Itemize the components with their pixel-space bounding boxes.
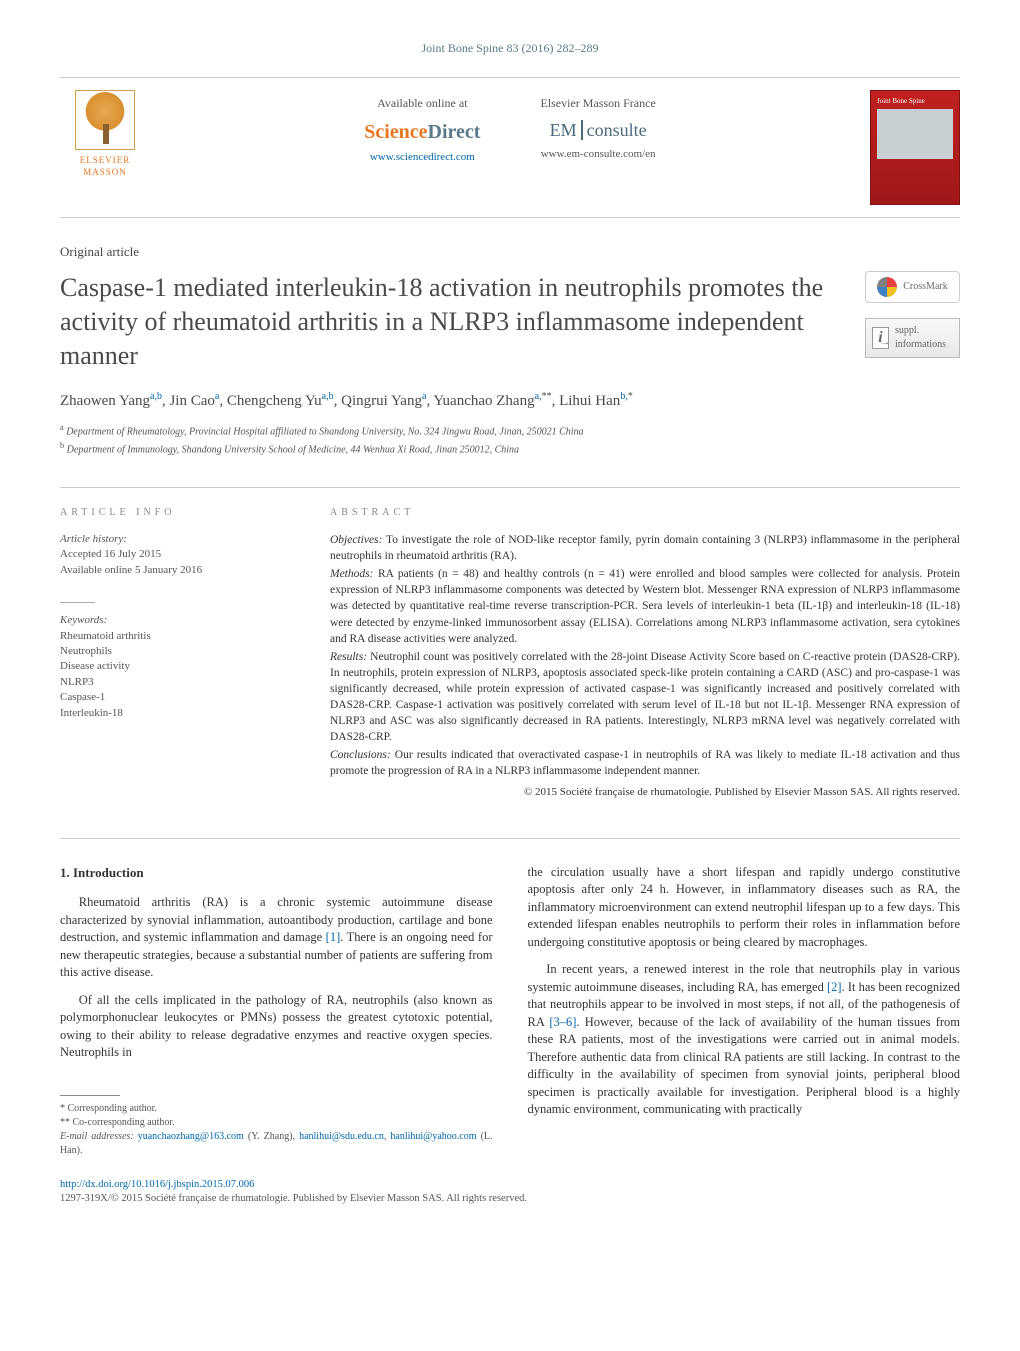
elsevier-tree-icon [75,90,135,150]
ref-link[interactable]: [2] [827,980,842,994]
body-column-left: 1. Introduction Rheumatoid arthritis (RA… [60,864,493,1158]
sd-direct: Direct [428,121,481,143]
body-paragraph: Rheumatoid arthritis (RA) is a chronic s… [60,894,493,982]
keywords-block: Keywords: Rheumatoid arthritisNeutrophil… [60,613,290,731]
body-column-right: the circulation usually have a short lif… [528,864,961,1158]
crossmark-label: CrossMark [903,280,947,294]
banner-center: Available online at ScienceDirect www.sc… [150,90,870,165]
title-row: Caspase-1 mediated interleukin-18 activa… [60,271,960,372]
journal-reference: Joint Bone Spine 83 (2016) 282–289 [60,40,960,57]
body-paragraph: In recent years, a renewed interest in t… [528,961,961,1119]
article-history-block: Article history: Accepted 16 July 2015 A… [60,532,290,588]
info-abstract-row: article info Article history: Accepted 1… [60,487,960,803]
article-info-sidebar: article info Article history: Accepted 1… [60,506,290,803]
abstract: abstract Objectives: To investigate the … [330,506,960,803]
abstract-objectives: Objectives: To investigate the role of N… [330,532,960,564]
sciencedirect-block: Available online at ScienceDirect www.sc… [364,95,480,165]
sd-science: Science [364,121,427,143]
journal-cover-thumbnail[interactable]: Joint Bone Spine [870,90,960,205]
suppl-label: suppl. informations [895,324,953,352]
co-corresponding-author-note: ** Co-corresponding author. [60,1116,493,1130]
elsevier-masson-logo: ELSEVIER MASSON [60,90,150,179]
page-footer: http://dx.doi.org/10.1016/j.jbspin.2015.… [60,1178,960,1207]
email-zhang[interactable]: yuanchaozhang@163.com [138,1131,244,1142]
sciencedirect-url[interactable]: www.sciencedirect.com [364,150,480,165]
article-title: Caspase-1 mediated interleukin-18 activa… [60,271,835,372]
info-icon: i [872,327,889,349]
authors-list: Zhaowen Yanga,b, Jin Caoa, Chengcheng Yu… [60,390,960,412]
affiliations: a Department of Rheumatology, Provincial… [60,422,960,457]
accepted-date: Accepted 16 July 2015 [60,547,290,562]
publisher-name: ELSEVIER MASSON [60,154,150,179]
em-divider [581,120,583,140]
email-han-yahoo[interactable]: hanlihui@yahoo.com [390,1131,476,1142]
footnotes: * Corresponding author. ** Co-correspond… [60,1087,493,1158]
abstract-copyright: © 2015 Société française de rhumatologie… [330,785,960,800]
issn-copyright: 1297-319X/© 2015 Société française de rh… [60,1192,960,1207]
abstract-conclusions: Conclusions: Our results indicated that … [330,747,960,779]
corresponding-author-note: * Corresponding author. [60,1102,493,1116]
sciencedirect-logo[interactable]: ScienceDirect [364,118,480,146]
history-label: Article history: [60,532,290,547]
article-info-label: article info [60,506,290,520]
abstract-results: Results: Neutrophil count was positively… [330,649,960,746]
doi-link[interactable]: http://dx.doi.org/10.1016/j.jbspin.2015.… [60,1179,254,1190]
abstract-label: abstract [330,506,960,520]
footnote-rule [60,1095,120,1096]
em-consulte-block: Elsevier Masson France EM consulte www.em… [540,95,655,165]
keyword: Neutrophils [60,644,290,659]
body-paragraph: the circulation usually have a short lif… [528,864,961,952]
email-addresses: E-mail addresses: yuanchaozhang@163.com … [60,1130,493,1158]
abstract-methods: Methods: RA patients (n = 48) and health… [330,566,960,646]
introduction-heading: 1. Introduction [60,864,493,882]
em-consulte-text: consulte [587,120,647,140]
badges-column: CrossMark i suppl. informations [865,271,960,358]
keyword: Caspase-1 [60,690,290,705]
supplementary-info-badge[interactable]: i suppl. informations [865,318,960,358]
info-divider [60,602,95,603]
em-consulte-logo[interactable]: EM consulte [540,118,655,143]
email-han-sdu[interactable]: hanlihui@sdu.edu.cn [299,1131,384,1142]
keywords-list: Rheumatoid arthritisNeutrophilsDisease a… [60,629,290,721]
keyword: NLRP3 [60,675,290,690]
available-online-label: Available online at [364,95,480,112]
cover-title: Joint Bone Spine [877,97,953,107]
crossmark-badge[interactable]: CrossMark [865,271,960,303]
keyword: Disease activity [60,659,290,674]
article-type: Original article [60,243,960,261]
em-consulte-url[interactable]: www.em-consulte.com/en [540,147,655,162]
emf-label: Elsevier Masson France [540,95,655,112]
ref-link[interactable]: [3–6] [549,1015,576,1029]
keyword: Interleukin-18 [60,706,290,721]
body-two-column: 1. Introduction Rheumatoid arthritis (RA… [60,838,960,1158]
publisher-banner: ELSEVIER MASSON Available online at Scie… [60,77,960,218]
affiliation-b: b Department of Immunology, Shandong Uni… [60,440,960,457]
keywords-label: Keywords: [60,613,290,628]
online-date: Available online 5 January 2016 [60,563,290,578]
em-text: EM [550,120,577,140]
affiliation-a: a Department of Rheumatology, Provincial… [60,422,960,439]
ref-link[interactable]: [1] [326,930,341,944]
keyword: Rheumatoid arthritis [60,629,290,644]
crossmark-icon [877,277,897,297]
body-paragraph: Of all the cells implicated in the patho… [60,992,493,1062]
